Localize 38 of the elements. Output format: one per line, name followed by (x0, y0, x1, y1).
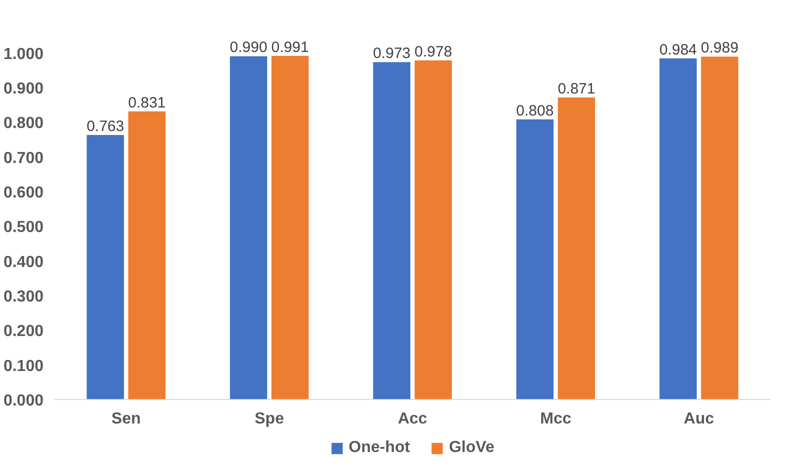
y-tick-label: 0.300 (3, 288, 44, 306)
data-label: 0.978 (414, 43, 452, 60)
bar (128, 111, 166, 400)
x-tick-label: Sen (111, 410, 141, 428)
y-tick-label: 1.000 (3, 46, 44, 63)
y-tick-label: 0.600 (3, 184, 44, 202)
y-tick-label: 0.700 (3, 150, 44, 167)
bar (271, 56, 309, 400)
y-tick-label: 0.400 (3, 254, 44, 271)
data-label: 0.990 (230, 39, 268, 56)
bar (701, 56, 738, 400)
x-tick-label: Spe (254, 410, 284, 428)
bar (86, 134, 124, 400)
y-tick-label: 0.500 (3, 219, 44, 236)
y-tick-label: 0.100 (3, 358, 44, 375)
y-tick-label: 0.800 (3, 115, 44, 132)
data-label: 0.989 (700, 40, 738, 57)
legend-label: One-hot (348, 439, 410, 457)
x-tick-label: Acc (398, 410, 428, 428)
legend-label: GloVe (448, 439, 494, 457)
data-label: 0.984 (659, 41, 697, 58)
x-tick-label: Mcc (540, 410, 572, 428)
data-label: 0.991 (271, 38, 309, 56)
y-tick-label: 0.200 (3, 323, 44, 340)
y-tick-label: 0.900 (3, 80, 44, 98)
bar (373, 62, 410, 400)
data-label: 0.808 (516, 102, 554, 120)
bar (660, 58, 697, 400)
bar (558, 98, 596, 400)
x-tick-label: Auc (684, 410, 714, 428)
bar (516, 119, 554, 400)
data-label: 0.973 (372, 45, 411, 62)
data-label: 0.763 (86, 118, 124, 135)
data-label: 0.871 (558, 80, 596, 98)
bar (414, 60, 452, 400)
bar (230, 56, 268, 400)
data-label: 0.831 (128, 94, 166, 112)
y-tick-label: 0.000 (3, 392, 44, 410)
